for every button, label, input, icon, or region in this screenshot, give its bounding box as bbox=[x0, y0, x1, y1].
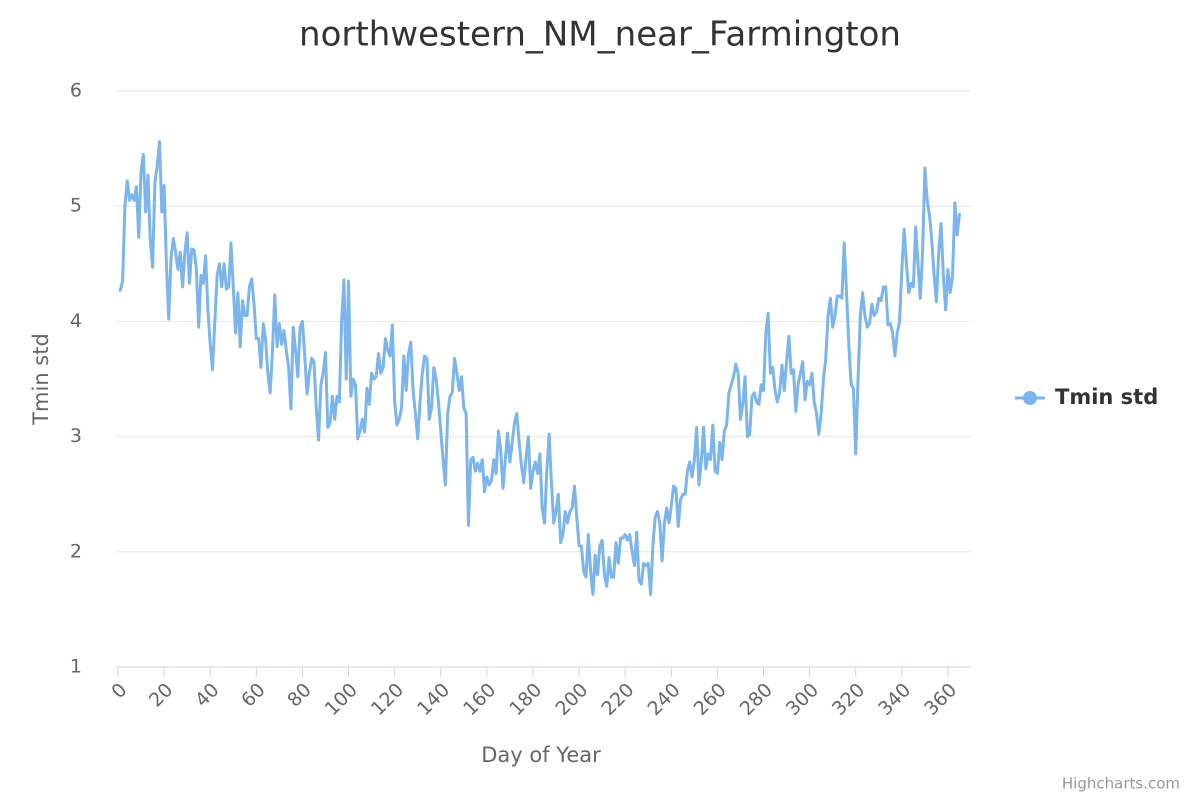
x-tick-label: 0 bbox=[107, 679, 131, 703]
x-tick-label: 300 bbox=[782, 679, 823, 720]
x-tick-label: 220 bbox=[597, 679, 638, 720]
x-tick-label: 140 bbox=[413, 679, 454, 720]
y-tick-label: 4 bbox=[70, 310, 82, 332]
y-tick-label: 1 bbox=[70, 656, 82, 678]
x-tick-label: 340 bbox=[874, 679, 915, 720]
x-tick-label: 160 bbox=[459, 679, 500, 720]
y-tick-label: 3 bbox=[70, 425, 82, 447]
x-tick-label: 60 bbox=[237, 679, 270, 712]
x-tick-label: 240 bbox=[644, 679, 685, 720]
x-tick-label: 320 bbox=[828, 679, 869, 720]
x-tick-label: 40 bbox=[191, 679, 224, 712]
x-tick-label: 360 bbox=[920, 679, 961, 720]
x-tick-label: 20 bbox=[145, 679, 178, 712]
x-tick-label: 100 bbox=[321, 679, 362, 720]
data-line bbox=[118, 140, 961, 596]
x-tick-label: 120 bbox=[367, 679, 408, 720]
x-tick-label: 260 bbox=[690, 679, 731, 720]
y-tick-label: 5 bbox=[70, 195, 82, 217]
legend-marker bbox=[1023, 391, 1037, 405]
x-tick-label: 80 bbox=[283, 679, 316, 712]
legend-item: Tmin std bbox=[1015, 385, 1158, 409]
chart-title: northwestern_NM_near_Farmington bbox=[299, 15, 901, 55]
x-tick-label: 280 bbox=[736, 679, 777, 720]
y-axis-title: Tmin std bbox=[29, 333, 53, 426]
x-axis-title: Day of Year bbox=[481, 743, 601, 767]
y-tick-label: 6 bbox=[70, 80, 82, 102]
y-tick-label: 2 bbox=[70, 540, 82, 562]
credits: Highcharts.com bbox=[1062, 775, 1180, 793]
x-tick-label: 180 bbox=[505, 679, 546, 720]
x-tick-label: 200 bbox=[551, 679, 592, 720]
legend-label: Tmin std bbox=[1055, 385, 1158, 409]
